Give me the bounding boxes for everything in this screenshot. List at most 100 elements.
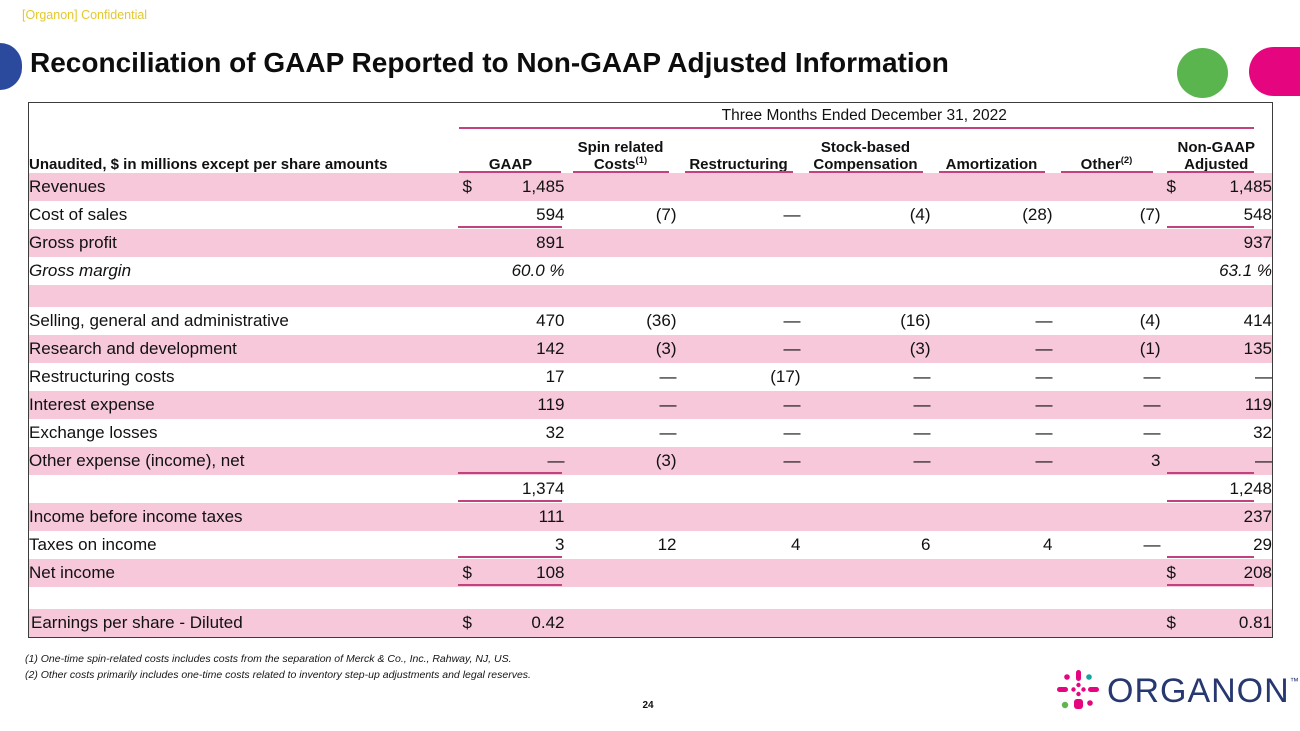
blue-semicircle-decoration xyxy=(0,43,22,90)
table-cell: $1,485 xyxy=(457,173,565,201)
column-header-other: Other(2) xyxy=(1053,129,1161,173)
table-cell: — xyxy=(1143,395,1161,414)
table-row: Gross profit 891 937 xyxy=(28,229,1273,257)
page-title: Reconciliation of GAAP Reported to Non-G… xyxy=(30,47,949,78)
table-cell xyxy=(1053,609,1161,638)
table-cell: — xyxy=(1143,535,1161,554)
table-cell xyxy=(1161,587,1273,609)
table-cell: 142 xyxy=(536,339,565,358)
column-header-stock-based-compensation: Stock-based Compensation xyxy=(801,129,931,173)
table-cell: (3) xyxy=(655,451,677,470)
table-cell: — xyxy=(659,423,677,442)
table-cell: (3) xyxy=(909,339,931,358)
row-label xyxy=(29,285,457,307)
table-row: Research and development 142 (3) — (3) — (1) 13… xyxy=(28,335,1273,363)
column-header-row: Unaudited, $ in millions except per shar… xyxy=(29,129,1273,173)
table-cell: — xyxy=(1035,451,1053,470)
cell-value: 208 xyxy=(1243,563,1273,582)
table-row: Gross margin 60.0 % 63.1 % xyxy=(28,257,1273,285)
table-cell xyxy=(677,285,801,307)
footnote-2: (2) Other costs primarily includes one-t… xyxy=(25,669,531,681)
table-cell: (4) xyxy=(909,205,931,224)
table-cell: 12 xyxy=(657,535,677,554)
currency-symbol: $ xyxy=(462,177,472,196)
table-cell: — xyxy=(783,451,801,470)
table-cell xyxy=(801,285,931,307)
row-label: Earnings per share - Diluted xyxy=(31,613,243,632)
reconciliation-table: Three Months Ended December 31, 2022 Una… xyxy=(28,102,1274,638)
period-header: Three Months Ended December 31, 2022 xyxy=(457,103,1273,130)
table-cell: (7) xyxy=(655,205,677,224)
table-cell: — xyxy=(1143,423,1161,442)
table-cell: (28) xyxy=(1022,205,1053,224)
table-cell: 891 xyxy=(536,233,565,252)
table-row: Taxes on income 3 12 4 6 4 —29 xyxy=(28,531,1273,559)
table-cell: — xyxy=(1035,339,1053,358)
page-number: 24 xyxy=(642,700,654,711)
table-cell: 17 xyxy=(545,367,565,386)
table-cell: $108 xyxy=(457,559,565,587)
table-cell xyxy=(1053,587,1161,609)
column-header-restructuring: Restructuring xyxy=(677,129,801,173)
cell-value: 1,485 xyxy=(521,177,565,196)
table-cell: — xyxy=(913,423,931,442)
table-cell: (7) xyxy=(1139,205,1161,224)
table-cell xyxy=(801,229,931,257)
table-row: Other expense (income), net — (3) — — —3— xyxy=(28,447,1273,475)
row-label: Research and development xyxy=(29,339,237,358)
confidential-label: [Organon] Confidential xyxy=(22,8,148,22)
table-cell xyxy=(1053,173,1161,201)
table-cell: 135 xyxy=(1243,339,1273,358)
currency-symbol: $ xyxy=(1166,177,1176,196)
column-header-non-gaap-adjusted: Non-GAAP Adjusted xyxy=(1161,129,1273,173)
row-label: Selling, general and administrative xyxy=(29,311,289,330)
table-cell: 1,248 xyxy=(1161,475,1273,503)
table-caption: Unaudited, $ in millions except per shar… xyxy=(29,156,388,173)
table-cell: 3 xyxy=(457,531,565,559)
table-cell: — xyxy=(659,367,677,386)
column-header-spin-related-costs: Spin related Costs(1) xyxy=(565,129,677,173)
table-cell: — xyxy=(1035,311,1053,330)
table-cell xyxy=(801,587,931,609)
table-cell: — xyxy=(1161,447,1273,475)
table-cell xyxy=(931,229,1053,257)
table-cell: — xyxy=(783,339,801,358)
table-row: Restructuring costs 17 — (17) — — — — xyxy=(28,363,1273,391)
table-cell: 111 xyxy=(538,507,565,526)
table-cell xyxy=(931,503,1053,531)
table-row: Net income $108 $208 xyxy=(28,559,1273,587)
table-cell: 4 xyxy=(1043,535,1053,554)
table-cell: $0.42 xyxy=(457,609,565,638)
table-cell xyxy=(677,559,801,587)
period-blank-cell xyxy=(29,103,457,130)
table-cell: 3 xyxy=(1151,451,1161,470)
table-cell: — xyxy=(1035,423,1053,442)
table-cell xyxy=(931,475,1053,503)
currency-symbol: $ xyxy=(462,613,472,632)
table-cell: 414 xyxy=(1243,311,1273,330)
table-cell xyxy=(801,559,931,587)
table-cell: — xyxy=(1255,367,1273,386)
table-cell xyxy=(565,559,677,587)
table-cell: (3) xyxy=(655,339,677,358)
table-cell: — xyxy=(1143,367,1161,386)
table-cell: 470 xyxy=(536,311,565,330)
table-cell xyxy=(801,475,931,503)
table-cell xyxy=(457,285,565,307)
table-cell: 237 xyxy=(1243,507,1273,526)
table-cell: — xyxy=(659,395,677,414)
table-cell xyxy=(801,173,931,201)
table-cell: — xyxy=(913,395,931,414)
table-cell: $208 xyxy=(1161,559,1273,587)
table-cell xyxy=(457,587,565,609)
table-cell xyxy=(1053,503,1161,531)
period-header-row: Three Months Ended December 31, 2022 xyxy=(29,103,1273,130)
column-header-amortization: Amortization xyxy=(931,129,1053,173)
organon-logo-text: ORGANON xyxy=(1107,672,1290,710)
trademark-symbol: ™ xyxy=(1289,676,1299,686)
table-cell: — xyxy=(457,447,565,475)
row-label: Gross profit xyxy=(29,233,117,252)
table-cell xyxy=(565,475,677,503)
table-cell: 548 xyxy=(1161,201,1273,229)
table-cell: — xyxy=(783,395,801,414)
